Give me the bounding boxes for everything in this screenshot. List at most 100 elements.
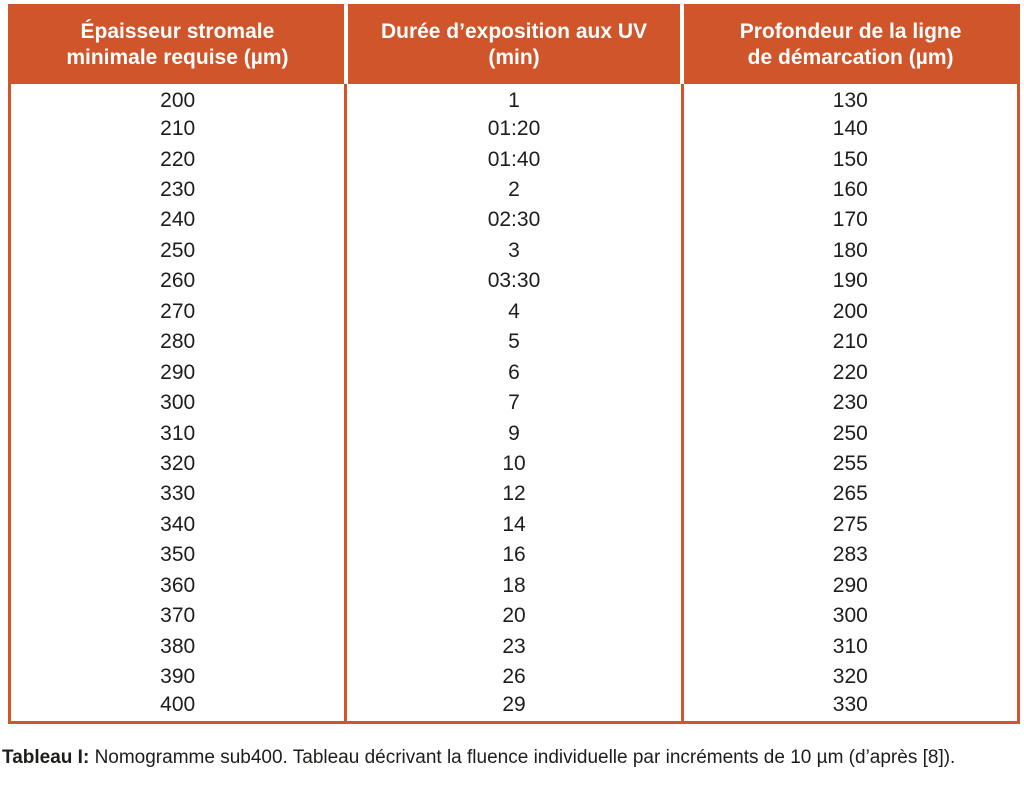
cell-col3: 320 bbox=[680, 661, 1019, 693]
cell-col2: 2 bbox=[344, 174, 683, 206]
header-line-1: Profondeur de la ligne bbox=[739, 20, 962, 44]
table-row: 340 14 275 bbox=[9, 509, 1019, 541]
cell-col2: 4 bbox=[344, 296, 683, 327]
table-row: 310 9 250 bbox=[9, 418, 1019, 449]
cell-col2: 01:20 bbox=[344, 113, 683, 145]
cell-col1: 210 bbox=[9, 113, 346, 145]
table-row: 330 12 265 bbox=[9, 479, 1019, 510]
cell-col1: 240 bbox=[9, 205, 346, 236]
table-row: 260 03:30 190 bbox=[9, 266, 1019, 297]
table-row: 350 16 283 bbox=[9, 540, 1019, 571]
cell-col2: 23 bbox=[344, 631, 683, 662]
cell-col2: 10 bbox=[344, 448, 683, 480]
header-line-2: minimale requise (µm) bbox=[66, 46, 289, 70]
header-row: Épaisseur stromale minimale requise (µm)… bbox=[9, 5, 1019, 84]
cell-col3: 160 bbox=[680, 174, 1019, 206]
cell-col1: 370 bbox=[9, 600, 346, 632]
cell-col2: 1 bbox=[344, 83, 683, 114]
cell-col1: 200 bbox=[9, 83, 346, 114]
cell-col1: 220 bbox=[9, 144, 346, 175]
table-row: 380 23 310 bbox=[9, 631, 1019, 662]
table-row: 370 20 300 bbox=[9, 600, 1019, 632]
cell-col1: 320 bbox=[9, 448, 346, 480]
cell-col3: 150 bbox=[680, 144, 1019, 175]
cell-col3: 283 bbox=[680, 540, 1019, 571]
cell-col2: 14 bbox=[344, 509, 683, 541]
nomogram-table: Épaisseur stromale minimale requise (µm)… bbox=[8, 4, 1020, 725]
table-row: 300 7 230 bbox=[9, 387, 1019, 419]
cell-col2: 02:30 bbox=[344, 205, 683, 236]
cell-col3: 290 bbox=[680, 570, 1019, 601]
cell-col3: 310 bbox=[680, 631, 1019, 662]
header-line-1: Épaisseur stromale bbox=[80, 20, 275, 44]
cell-col3: 230 bbox=[680, 387, 1019, 419]
table-caption: Tableau I: Nomogramme sub400. Tableau dé… bbox=[2, 744, 1020, 771]
cell-col1: 280 bbox=[9, 327, 346, 358]
cell-col1: 380 bbox=[9, 631, 346, 662]
cell-col2: 3 bbox=[344, 235, 683, 267]
table-row: 390 26 320 bbox=[9, 661, 1019, 693]
header-cell-demarcation-depth: Profondeur de la ligne de démarcation (µ… bbox=[680, 5, 1019, 84]
table-row: 230 2 160 bbox=[9, 174, 1019, 206]
cell-col3: 220 bbox=[680, 357, 1019, 388]
cell-col2: 18 bbox=[344, 570, 683, 601]
cell-col2: 9 bbox=[344, 418, 683, 449]
cell-col1: 310 bbox=[9, 418, 346, 449]
header-line-1: Durée d’exposition aux UV bbox=[380, 20, 648, 44]
cell-col2: 7 bbox=[344, 387, 683, 419]
table-row: 290 6 220 bbox=[9, 357, 1019, 388]
table-row: 400 29 330 bbox=[9, 692, 1019, 723]
cell-col1: 330 bbox=[9, 479, 346, 510]
table-row: 320 10 255 bbox=[9, 448, 1019, 480]
header-line-2: de démarcation (µm) bbox=[747, 46, 954, 70]
cell-col2: 12 bbox=[344, 479, 683, 510]
table-row: 240 02:30 170 bbox=[9, 205, 1019, 236]
cell-col3: 130 bbox=[680, 83, 1019, 114]
cell-col3: 190 bbox=[680, 266, 1019, 297]
cell-col1: 390 bbox=[9, 661, 346, 693]
cell-col2: 20 bbox=[344, 600, 683, 632]
table-row: 360 18 290 bbox=[9, 570, 1019, 601]
cell-col2: 03:30 bbox=[344, 266, 683, 297]
cell-col1: 300 bbox=[9, 387, 346, 419]
table-row: 220 01:40 150 bbox=[9, 144, 1019, 175]
cell-col1: 400 bbox=[9, 692, 346, 723]
cell-col3: 140 bbox=[680, 113, 1019, 145]
cell-col2: 01:40 bbox=[344, 144, 683, 175]
cell-col3: 300 bbox=[680, 600, 1019, 632]
cell-col2: 5 bbox=[344, 327, 683, 358]
table-row: 250 3 180 bbox=[9, 235, 1019, 267]
cell-col1: 350 bbox=[9, 540, 346, 571]
table-row: 280 5 210 bbox=[9, 327, 1019, 358]
cell-col3: 275 bbox=[680, 509, 1019, 541]
header-cell-stromal-thickness: Épaisseur stromale minimale requise (µm) bbox=[9, 5, 346, 84]
cell-col1: 250 bbox=[9, 235, 346, 267]
header-cell-uv-exposure: Durée d’exposition aux UV (min) bbox=[343, 5, 683, 84]
cell-col3: 250 bbox=[680, 418, 1019, 449]
caption-text: Nomogramme sub400. Tableau décrivant la … bbox=[94, 747, 956, 768]
table-row: 270 4 200 bbox=[9, 296, 1019, 327]
cell-col1: 230 bbox=[9, 174, 346, 206]
cell-col1: 260 bbox=[9, 266, 346, 297]
cell-col3: 330 bbox=[680, 692, 1019, 723]
table-header: Épaisseur stromale minimale requise (µm)… bbox=[9, 5, 1019, 84]
cell-col3: 210 bbox=[680, 327, 1019, 358]
cell-col1: 290 bbox=[9, 357, 346, 388]
cell-col3: 170 bbox=[680, 205, 1019, 236]
cell-col2: 6 bbox=[344, 357, 683, 388]
cell-col3: 200 bbox=[680, 296, 1019, 327]
cell-col1: 360 bbox=[9, 570, 346, 601]
header-line-2: (min) bbox=[488, 46, 540, 70]
cell-col2: 26 bbox=[344, 661, 683, 693]
cell-col3: 180 bbox=[680, 235, 1019, 267]
cell-col1: 340 bbox=[9, 509, 346, 541]
cell-col1: 270 bbox=[9, 296, 346, 327]
table-row: 200 1 130 bbox=[9, 83, 1019, 114]
table-body: 200 1 130 210 01:20 140 220 01:40 150 230 2 160 240 0… bbox=[9, 83, 1019, 723]
cell-col2: 16 bbox=[344, 540, 683, 571]
cell-col2: 29 bbox=[344, 692, 683, 723]
caption-label: Tableau I: bbox=[2, 747, 90, 768]
cell-col3: 255 bbox=[680, 448, 1019, 480]
cell-col3: 265 bbox=[680, 479, 1019, 510]
